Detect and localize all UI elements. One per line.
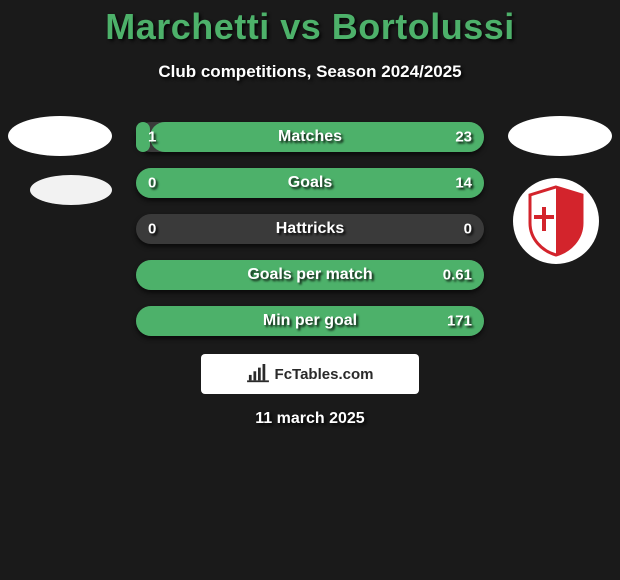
stat-value-right: 23 [455,129,472,146]
stat-row: Min per goal 171 [136,306,484,336]
stat-row: 0 Hattricks 0 [136,214,484,244]
page-title: Marchetti vs Bortolussi [0,0,620,48]
player-right-avatar [508,116,612,156]
player-right-club-badge [513,178,599,264]
stat-label: Matches [278,128,342,146]
stat-value-right: 0 [464,221,472,238]
stat-row: 1 Matches 23 [136,122,484,152]
stat-row: Goals per match 0.61 [136,260,484,290]
stat-value-left: 1 [148,129,156,146]
subtitle: Club competitions, Season 2024/2025 [0,62,620,82]
player-left-country-icon [30,175,112,205]
update-date: 11 march 2025 [0,410,620,428]
stat-label: Goals [288,174,332,192]
stat-row: 0 Goals 14 [136,168,484,198]
chart-icon [247,364,269,384]
brand-badge[interactable]: FcTables.com [201,354,419,394]
shield-icon [526,185,586,257]
stat-value-left: 0 [148,221,156,238]
stat-value-right: 171 [447,313,472,330]
stat-value-right: 14 [455,175,472,192]
player-left-avatar [8,116,112,156]
stat-label: Hattricks [276,220,344,238]
stat-label: Min per goal [263,312,357,330]
comparison-rows: 1 Matches 23 0 Goals 14 0 Hattricks 0 Goals per m… [136,122,484,352]
brand-text: FcTables.com [275,366,374,383]
comparison-card: Marchetti vs Bortolussi Club competition… [0,0,620,580]
stat-label: Goals per match [247,266,372,284]
stat-value-right: 0.61 [443,267,472,284]
stat-value-left: 0 [148,175,156,192]
